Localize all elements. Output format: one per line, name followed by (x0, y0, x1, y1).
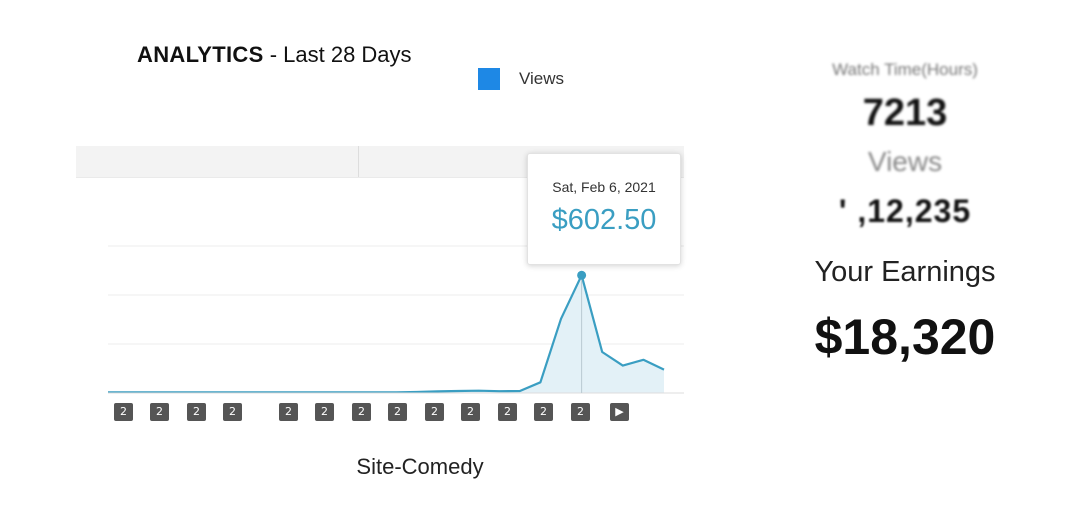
timeline-badge: 2 (150, 403, 169, 421)
earnings-value: $18,320 (814, 309, 996, 365)
timeline-badge: 2 (571, 403, 590, 421)
chart-plot (108, 245, 684, 394)
title-light: - Last 28 Days (269, 42, 412, 67)
timeline-badge: 2 (388, 403, 407, 421)
chart-caption: Site-Comedy (356, 454, 484, 479)
tooltip-value: $602.50 (551, 204, 657, 236)
watch-time-value: 7213 (862, 92, 948, 134)
timeline-play-badge[interactable]: ▶ (610, 403, 629, 421)
timeline-badge: 2 (223, 403, 242, 421)
analytics-title: ANALYTICS - Last 28 Days (137, 42, 412, 68)
series-area (108, 275, 664, 393)
legend-swatch (478, 68, 500, 90)
timeline-badge: 2 (425, 403, 444, 421)
timeline-badge: 2 (187, 403, 206, 421)
timeline-badge: 2 (461, 403, 480, 421)
chart-header-divider (358, 146, 359, 177)
chart-tooltip: Sat, Feb 6, 2021 $602.50 (527, 153, 681, 265)
title-strong: ANALYTICS (137, 42, 264, 67)
timeline-badge: 2 (498, 403, 517, 421)
earnings-label: Your Earnings (814, 256, 996, 288)
timeline-badge: 2 (315, 403, 334, 421)
watch-time-label: Watch Time(Hours) (832, 60, 978, 79)
tooltip-date: Sat, Feb 6, 2021 (552, 179, 656, 195)
highlight-point[interactable] (577, 270, 587, 280)
timeline-badge: 2 (279, 403, 298, 421)
legend-label: Views (519, 69, 565, 88)
timeline-badge: 2 (114, 403, 133, 421)
chart-legend: Views (478, 68, 564, 90)
views-label: Views (867, 146, 943, 177)
series-line (108, 274, 665, 394)
timeline-badge: 2 (352, 403, 371, 421)
timeline-badge: 2 (534, 403, 553, 421)
views-value: ' ,12,235 (838, 193, 972, 229)
